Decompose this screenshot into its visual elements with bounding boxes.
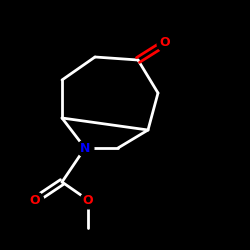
Text: O: O [160,36,170,50]
Text: N: N [80,142,90,154]
Text: O: O [83,194,93,206]
Text: O: O [30,194,40,206]
